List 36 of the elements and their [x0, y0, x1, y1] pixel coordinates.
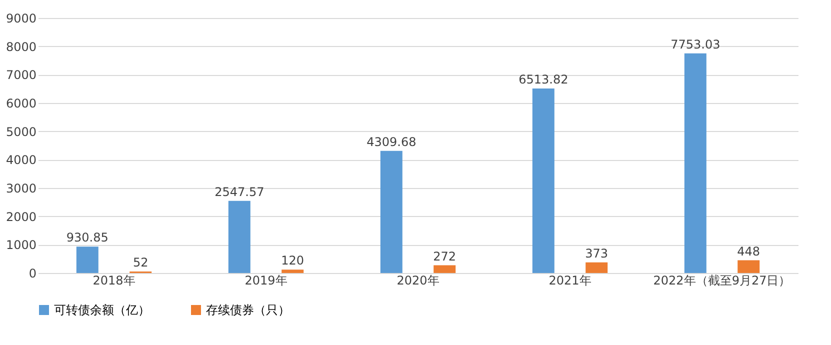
y-tick-label: 7000 [6, 68, 36, 82]
y-tick-label: 6000 [6, 96, 36, 110]
y-tick-label: 5000 [6, 124, 36, 139]
data-label: 448 [737, 244, 760, 258]
bar [282, 270, 304, 273]
y-tick-label: 9000 [6, 12, 36, 26]
data-label: 120 [281, 254, 304, 268]
bar [532, 88, 554, 273]
y-tick-label: 0 [28, 266, 36, 280]
y-tick-label: 2000 [6, 210, 36, 224]
y-tick-label: 3000 [6, 182, 36, 196]
data-label: 272 [433, 249, 456, 264]
legend-label: 存续债券（只） [206, 303, 290, 317]
data-label: 6513.82 [518, 72, 568, 86]
bar [434, 265, 456, 273]
x-tick-label: 2021年 [548, 274, 592, 288]
data-label: 4309.68 [366, 134, 416, 149]
data-label: 373 [585, 246, 608, 260]
legend-label: 可转债余额（亿） [54, 303, 150, 317]
bar [228, 200, 250, 273]
data-label: 2547.57 [214, 184, 264, 199]
x-tick-label: 2022年（截至9月27日） [653, 274, 791, 288]
x-tick-label: 2020年 [396, 274, 440, 288]
bar [380, 150, 402, 273]
bar [684, 53, 706, 273]
data-label: 52 [132, 256, 148, 270]
y-tick-label: 4000 [6, 153, 36, 168]
bar [76, 246, 98, 273]
x-tick-label: 2019年 [244, 274, 288, 288]
y-tick-label: 8000 [6, 40, 36, 54]
bar [738, 260, 760, 273]
bar [586, 262, 608, 273]
y-tick-label: 1000 [6, 238, 36, 252]
x-tick-label: 2018年 [92, 274, 136, 288]
data-label: 930.85 [66, 230, 108, 245]
data-label: 7753.03 [670, 37, 720, 52]
